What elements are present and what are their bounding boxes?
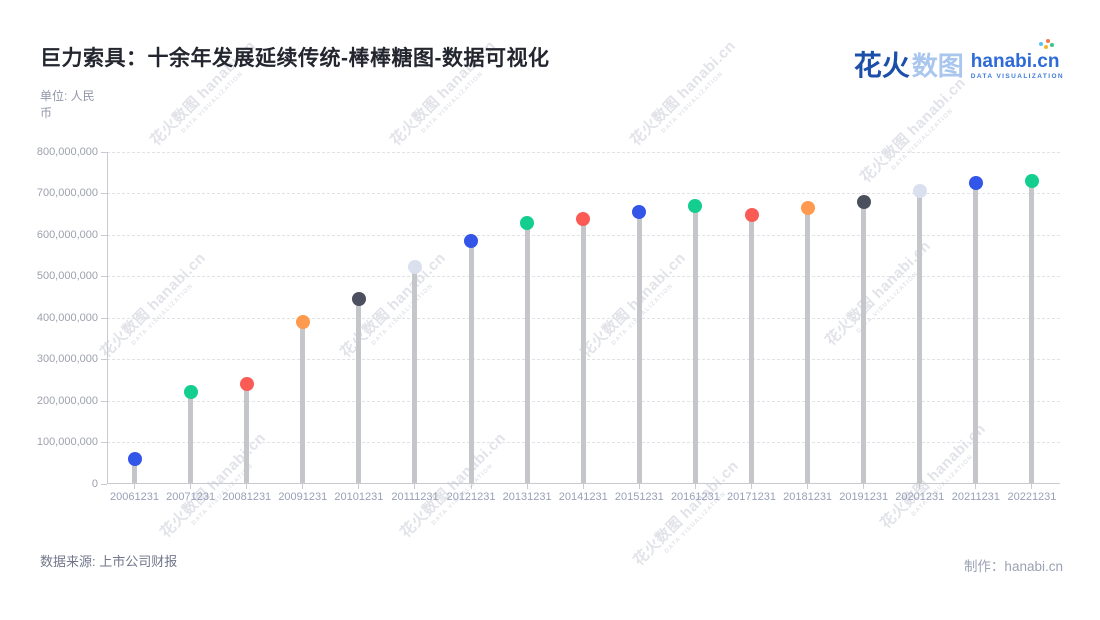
y-axis-line bbox=[106, 152, 108, 484]
x-axis-tick bbox=[694, 483, 696, 489]
data-point[interactable] bbox=[632, 204, 647, 219]
lollipop-stick bbox=[861, 202, 867, 484]
x-axis-label: 20211231 bbox=[951, 490, 1000, 503]
data-point[interactable] bbox=[1024, 174, 1039, 188]
x-axis-label: 20221231 bbox=[1007, 490, 1057, 503]
x-axis-tick bbox=[414, 483, 416, 489]
x-axis-label: 20171231 bbox=[727, 490, 776, 503]
x-axis-tick bbox=[526, 483, 528, 489]
lollipop-stick bbox=[524, 223, 530, 484]
lollipop-stick bbox=[244, 384, 250, 484]
x-axis-tick bbox=[190, 483, 192, 489]
y-axis-label: 300,000,000 bbox=[36, 353, 98, 366]
lollipop-stick bbox=[132, 458, 138, 484]
y-axis-label: 0 bbox=[91, 477, 98, 490]
x-axis-label: 20191231 bbox=[839, 490, 889, 503]
lollipop-stick bbox=[973, 183, 979, 484]
x-axis-tick bbox=[1031, 483, 1033, 489]
y-axis-tick bbox=[100, 442, 107, 444]
x-axis-label: 20181231 bbox=[783, 490, 833, 503]
x-axis-tick bbox=[358, 483, 360, 489]
x-axis-label: 20161231 bbox=[670, 490, 720, 503]
data-point[interactable] bbox=[912, 183, 927, 198]
lollipop-stick bbox=[356, 299, 362, 484]
y-axis-label: 700,000,000 bbox=[36, 187, 98, 200]
data-point[interactable] bbox=[127, 451, 142, 466]
y-axis-label: 100,000,000 bbox=[36, 436, 98, 449]
x-axis-label: 20201231 bbox=[895, 490, 945, 503]
y-axis-tick bbox=[100, 193, 107, 195]
x-axis-tick bbox=[134, 483, 136, 489]
x-axis-tick bbox=[975, 483, 977, 489]
x-axis-tick bbox=[582, 483, 584, 489]
y-axis-label: 200,000,000 bbox=[36, 394, 98, 407]
x-axis-label: 20121231 bbox=[446, 490, 496, 503]
x-axis-label: 20131231 bbox=[502, 490, 552, 503]
y-axis-tick bbox=[100, 317, 107, 319]
x-axis-label: 20151231 bbox=[614, 490, 664, 503]
lollipop-stick bbox=[300, 322, 306, 484]
data-point[interactable] bbox=[295, 315, 310, 330]
lollipop-stick bbox=[188, 392, 194, 484]
data-point[interactable] bbox=[407, 259, 422, 274]
data-point[interactable] bbox=[239, 377, 254, 392]
data-point[interactable] bbox=[744, 208, 759, 223]
data-point[interactable] bbox=[688, 198, 703, 213]
lollipop-stick bbox=[580, 219, 586, 484]
x-axis-tick bbox=[863, 483, 865, 489]
lollipop-stick bbox=[805, 207, 811, 484]
x-axis-tick bbox=[470, 483, 472, 489]
data-point[interactable] bbox=[520, 216, 535, 231]
x-axis-tick bbox=[751, 483, 752, 489]
y-gridline bbox=[106, 152, 1060, 153]
x-axis-tick bbox=[246, 483, 248, 489]
y-axis-label: 500,000,000 bbox=[36, 270, 98, 283]
x-axis-label: 20111231 bbox=[391, 490, 439, 503]
y-axis-label: 400,000,000 bbox=[36, 311, 98, 324]
x-axis-tick bbox=[919, 483, 921, 489]
data-point[interactable] bbox=[183, 385, 198, 400]
x-axis-label: 20101231 bbox=[334, 490, 384, 503]
x-axis-label: 20061231 bbox=[110, 490, 159, 503]
y-axis-tick bbox=[100, 359, 107, 361]
lollipop-stick bbox=[468, 241, 474, 484]
x-axis-tick bbox=[807, 483, 809, 489]
lollipop-stick bbox=[749, 215, 754, 484]
x-axis-label: 20071231 bbox=[166, 490, 216, 503]
lollipop-stick bbox=[917, 190, 923, 484]
data-point[interactable] bbox=[464, 234, 479, 249]
data-point[interactable] bbox=[800, 200, 815, 215]
x-axis-label: 20091231 bbox=[278, 490, 328, 503]
lollipop-stick bbox=[636, 211, 642, 484]
y-axis-label: 800,000,000 bbox=[36, 146, 98, 158]
x-axis-label: 20141231 bbox=[558, 490, 608, 503]
data-point[interactable] bbox=[968, 176, 983, 191]
y-axis-tick bbox=[100, 234, 107, 236]
y-axis-tick bbox=[100, 400, 107, 402]
lollipop-stick bbox=[1029, 181, 1035, 484]
y-gridline bbox=[106, 193, 1060, 195]
data-point[interactable] bbox=[856, 195, 871, 210]
data-point[interactable] bbox=[576, 212, 591, 227]
y-axis-tick bbox=[100, 276, 107, 278]
data-point[interactable] bbox=[351, 292, 366, 307]
y-axis-label: 600,000,000 bbox=[36, 228, 98, 241]
lollipop-stick bbox=[692, 205, 698, 484]
x-axis-tick bbox=[638, 483, 640, 489]
lollipop-stick bbox=[412, 266, 418, 484]
x-axis-label: 20081231 bbox=[222, 490, 272, 503]
y-axis-tick bbox=[100, 483, 107, 485]
y-axis-tick bbox=[100, 152, 107, 153]
x-axis-tick bbox=[302, 483, 304, 489]
